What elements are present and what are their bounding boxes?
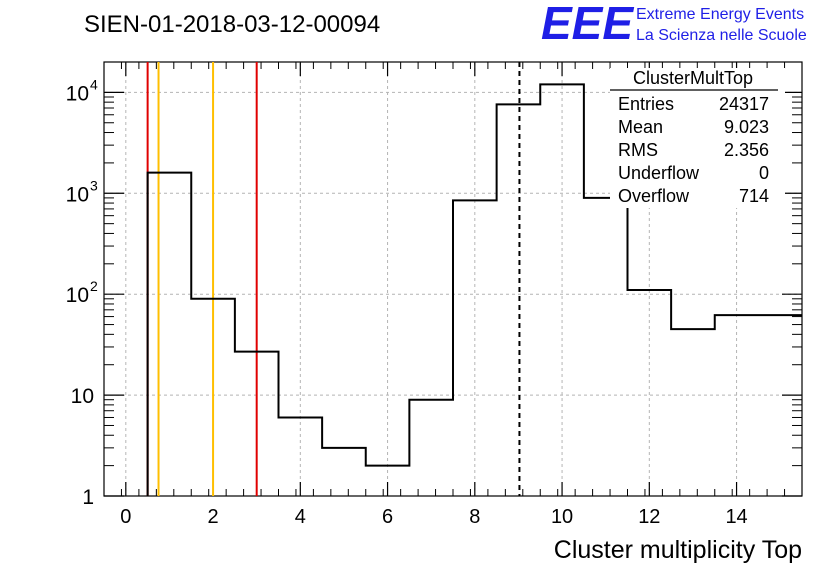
stats-label: RMS — [618, 140, 658, 160]
stats-label: Underflow — [618, 163, 700, 183]
stats-label: Overflow — [618, 186, 690, 206]
stats-value: 9.023 — [724, 117, 769, 137]
histogram-bin — [715, 315, 759, 496]
x-tick-label: 0 — [120, 506, 131, 528]
x-tick-label: 4 — [295, 506, 306, 528]
y-tick-label: 10 — [66, 183, 89, 206]
histogram-bin — [758, 315, 802, 496]
eee-logo: EEE Extreme Energy Events La Scienza nel… — [541, 0, 807, 49]
histogram-bin — [409, 400, 453, 496]
x-axis-label: Cluster multiplicity Top — [554, 536, 802, 564]
y-tick-label: 1 — [82, 486, 94, 509]
histogram-bin — [322, 448, 366, 496]
stats-box: ClusterMultTop Entries 24317 Mean 9.023 RMS 2… — [610, 68, 785, 208]
y-tick-exponent: 4 — [90, 76, 98, 92]
histogram-bin — [453, 200, 497, 496]
y-tick-label: 10 — [66, 284, 89, 307]
stats-box-frame — [610, 68, 785, 208]
stats-title: ClusterMultTop — [633, 68, 753, 88]
y-tick-label: 10 — [66, 82, 89, 105]
y-tick-label: 10 — [71, 385, 94, 408]
histogram-outline — [146, 83, 802, 496]
stats-value: 2.356 — [724, 140, 769, 160]
stats-label: Mean — [618, 117, 663, 137]
x-tick-label: 8 — [469, 506, 480, 528]
x-tick-label: 6 — [382, 506, 393, 528]
y-tick-exponent: 2 — [90, 278, 98, 294]
stats-value: 714 — [739, 186, 769, 206]
stats-label: Entries — [618, 94, 674, 114]
x-tick-label: 12 — [638, 506, 660, 528]
histogram-bin — [671, 329, 715, 496]
chart-title: SIEN-01-2018-03-12-00094 — [84, 11, 380, 38]
histogram-bin — [191, 299, 235, 496]
histogram-bin — [279, 417, 323, 496]
histogram-bin — [497, 104, 541, 496]
x-tick-label: 10 — [551, 506, 573, 528]
logo-line2: La Scienza nelle Scuole — [636, 27, 807, 44]
histogram-series — [146, 83, 802, 496]
x-axis: 0 2 4 6 8 10 12 14 — [103, 62, 803, 528]
histogram-bin — [540, 84, 584, 496]
logo-letters: EEE — [541, 0, 634, 49]
x-tick-label: 2 — [208, 506, 219, 528]
y-tick-exponent: 3 — [90, 177, 98, 193]
histogram-bin — [235, 352, 279, 496]
stats-value: 24317 — [719, 94, 769, 114]
x-tick-label: 14 — [725, 506, 747, 528]
histogram-bin — [366, 466, 410, 496]
histogram-bin — [584, 198, 628, 496]
histogram-bin — [148, 173, 192, 496]
logo-line1: Extreme Energy Events — [636, 6, 804, 23]
stats-rows: Entries 24317 Mean 9.023 RMS 2.356 Underflow 0 O… — [618, 94, 769, 206]
stats-value: 0 — [759, 163, 769, 183]
histogram-bin — [628, 290, 672, 496]
